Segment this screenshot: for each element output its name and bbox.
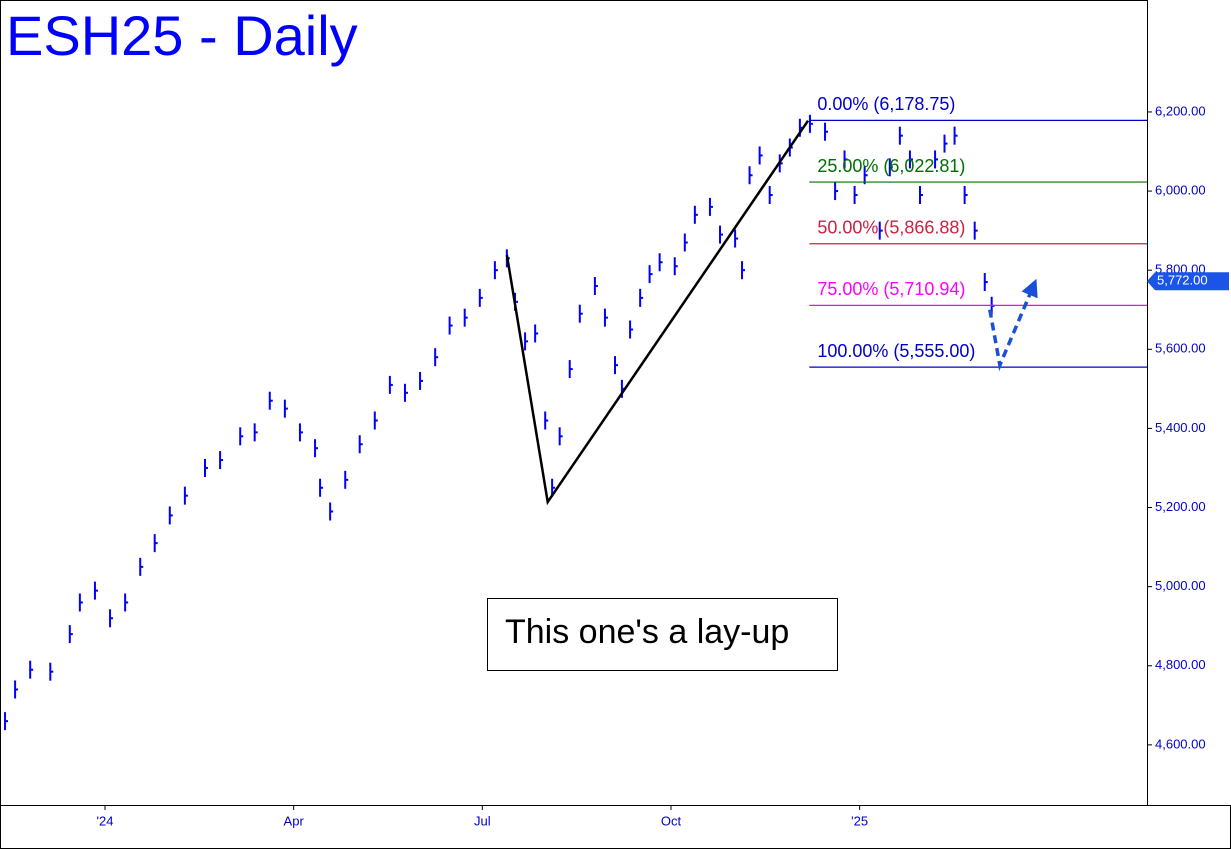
y-tick-label: 4,600.00 (1155, 736, 1206, 751)
x-axis-frame (0, 805, 1231, 849)
x-tick-label: Apr (284, 813, 305, 828)
y-tick-label: 5,000.00 (1155, 578, 1206, 593)
fib-label: 0.00% (6,178.75) (817, 94, 955, 114)
y-tick-label: 5,600.00 (1155, 341, 1206, 356)
pattern-line (505, 119, 810, 506)
chart-title: ESH25 - Daily (6, 4, 358, 67)
y-tick-label: 5,200.00 (1155, 499, 1206, 514)
plot-frame (0, 0, 1148, 806)
fib-label: 75.00% (5,710.94) (817, 279, 965, 299)
fib-label: 100.00% (5,555.00) (817, 341, 975, 361)
y-tick-label: 4,800.00 (1155, 657, 1206, 672)
y-tick-label: 5,400.00 (1155, 420, 1206, 435)
annotation: This one's a lay-up (505, 613, 789, 651)
last-price-label: 5,772.00 (1157, 273, 1208, 288)
x-tick-label: Jul (474, 813, 491, 828)
y-tick-label: 6,000.00 (1155, 183, 1206, 198)
y-tick-label: 6,200.00 (1155, 103, 1206, 118)
x-tick-label: Oct (661, 813, 682, 828)
fib-label: 25.00% (6,022.81) (817, 156, 965, 176)
x-tick-label: '25 (851, 813, 868, 828)
fib-label: 50.00% (5,866.88) (817, 217, 965, 237)
projection-arrow (988, 278, 1038, 372)
annotation-box (487, 598, 838, 671)
last-price-box (1147, 272, 1229, 291)
x-tick-label: '24 (97, 813, 114, 828)
